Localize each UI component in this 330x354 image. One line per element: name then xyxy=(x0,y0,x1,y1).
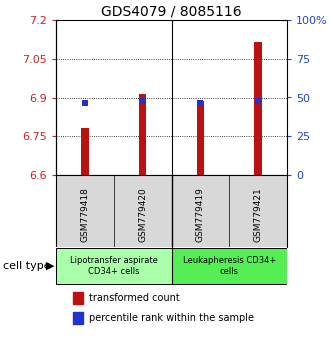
Text: GSM779420: GSM779420 xyxy=(138,187,147,242)
Bar xyxy=(197,101,204,175)
Text: GSM779419: GSM779419 xyxy=(196,187,205,242)
Point xyxy=(82,100,88,106)
Bar xyxy=(81,129,89,175)
Text: GSM779421: GSM779421 xyxy=(254,187,263,242)
Bar xyxy=(73,292,82,304)
Bar xyxy=(254,42,262,175)
FancyBboxPatch shape xyxy=(56,248,172,284)
Text: Lipotransfer aspirate
CD34+ cells: Lipotransfer aspirate CD34+ cells xyxy=(70,256,158,276)
Text: percentile rank within the sample: percentile rank within the sample xyxy=(89,313,254,323)
Text: transformed count: transformed count xyxy=(89,293,180,303)
FancyBboxPatch shape xyxy=(172,248,287,284)
Point xyxy=(198,100,203,106)
Point xyxy=(256,98,261,104)
Bar xyxy=(73,312,82,324)
Title: GDS4079 / 8085116: GDS4079 / 8085116 xyxy=(101,5,242,19)
Text: Leukapheresis CD34+
cells: Leukapheresis CD34+ cells xyxy=(183,256,276,276)
Text: ▶: ▶ xyxy=(46,261,55,271)
Text: GSM779418: GSM779418 xyxy=(81,187,89,242)
Point xyxy=(140,98,146,104)
Text: cell type: cell type xyxy=(3,261,51,271)
Bar xyxy=(139,93,147,175)
